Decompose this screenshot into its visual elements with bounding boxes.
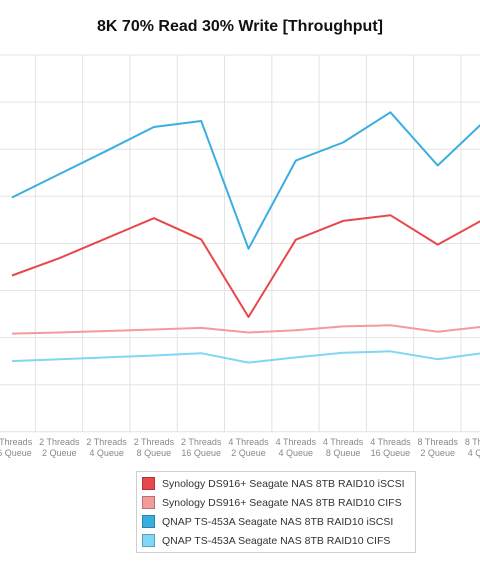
series-lines — [11, 111, 480, 364]
legend-swatch — [142, 496, 155, 509]
x-tick-label: 4 Threads 2 Queue — [228, 437, 269, 458]
x-tick-label: 4 Threads 8 Queue — [323, 437, 364, 458]
x-tick-label: 2 Threads 16 Queue — [181, 437, 222, 458]
legend-item: QNAP TS-453A Seagate NAS 8TB RAID10 iSCS… — [137, 512, 415, 531]
series-line-3 — [11, 111, 480, 250]
x-tick-label: 8 Threads 2 Queue — [418, 437, 459, 458]
series-line-1 — [11, 214, 480, 318]
legend-item: Synology DS916+ Seagate NAS 8TB RAID10 C… — [137, 493, 415, 512]
legend-item: QNAP TS-453A Seagate NAS 8TB RAID10 CIFS — [137, 531, 415, 550]
x-tick-label: 2 Threads 8 Queue — [134, 437, 175, 458]
legend-swatch — [142, 477, 155, 490]
legend-label: QNAP TS-453A Seagate NAS 8TB RAID10 iSCS… — [162, 515, 394, 528]
legend-item: Synology DS916+ Seagate NAS 8TB RAID10 i… — [137, 474, 415, 493]
x-tick-label: 2 Threads 2 Queue — [39, 437, 80, 458]
legend: Synology DS916+ Seagate NAS 8TB RAID10 i… — [136, 471, 416, 553]
series-line-4 — [11, 350, 480, 364]
legend-label: QNAP TS-453A Seagate NAS 8TB RAID10 CIFS — [162, 534, 391, 547]
x-tick-label: 4 Threads 16 Queue — [370, 437, 411, 458]
x-tick-label: 4 Threads 4 Queue — [276, 437, 317, 458]
legend-label: Synology DS916+ Seagate NAS 8TB RAID10 C… — [162, 496, 402, 509]
chart-title: 8K 70% Read 30% Write [Throughput] — [97, 18, 383, 35]
series-line-2 — [11, 324, 480, 335]
legend-swatch — [142, 534, 155, 547]
x-tick-label: 2 Threads 4 Queue — [86, 437, 127, 458]
legend-swatch — [142, 515, 155, 528]
grid-lines — [0, 54, 480, 433]
legend-label: Synology DS916+ Seagate NAS 8TB RAID10 i… — [162, 477, 405, 490]
